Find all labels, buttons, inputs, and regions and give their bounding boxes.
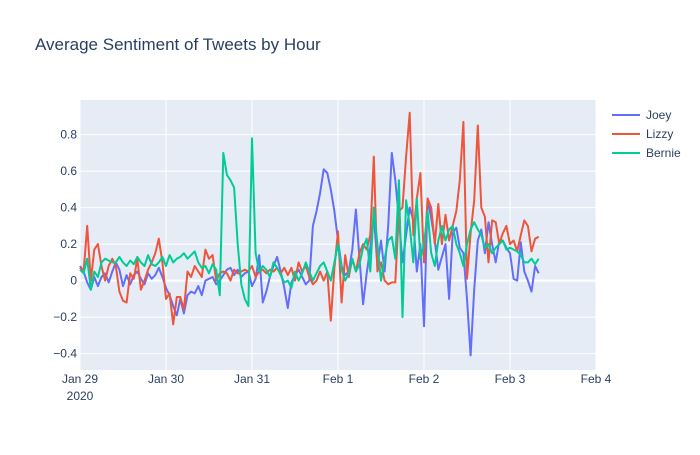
legend-item-bernie[interactable]: Bernie (612, 146, 681, 160)
series-line-joey (79, 151, 540, 357)
y-tick-label: 0.4 (60, 201, 77, 215)
legend[interactable]: Joey Lizzy Bernie (612, 108, 681, 160)
series-line-lizzy (79, 111, 540, 326)
legend-label: Lizzy (646, 127, 673, 141)
series-lines (79, 111, 540, 357)
x-year-label: 2020 (67, 389, 94, 403)
legend-label: Joey (646, 108, 671, 122)
x-tick-label: Feb 3 (495, 372, 526, 386)
y-tick-label: −0.4 (53, 347, 77, 361)
legend-item-joey[interactable]: Joey (612, 108, 671, 122)
x-tick-label: Jan 29 (62, 372, 98, 386)
y-tick-label: 0.6 (60, 164, 77, 178)
y-tick-label: 0.2 (60, 237, 77, 251)
axes: Jan 29 Jan 30 Jan 31 Feb 1 Feb 2 Feb 3 Feb 4 20… (53, 128, 611, 403)
x-tick-label: Jan 30 (148, 372, 184, 386)
x-tick-label: Jan 31 (234, 372, 270, 386)
y-tick-label: −0.2 (53, 310, 77, 324)
y-tick-label: 0 (70, 274, 77, 288)
x-tick-label: Feb 1 (323, 372, 354, 386)
series-line-bernie (79, 137, 540, 319)
legend-item-lizzy[interactable]: Lizzy (612, 127, 673, 141)
x-tick-label: Feb 4 (581, 372, 612, 386)
y-tick-label: 0.8 (60, 128, 77, 142)
x-tick-label: Feb 2 (409, 372, 440, 386)
legend-label: Bernie (646, 146, 681, 160)
chart-title: Average Sentiment of Tweets by Hour (35, 35, 321, 54)
